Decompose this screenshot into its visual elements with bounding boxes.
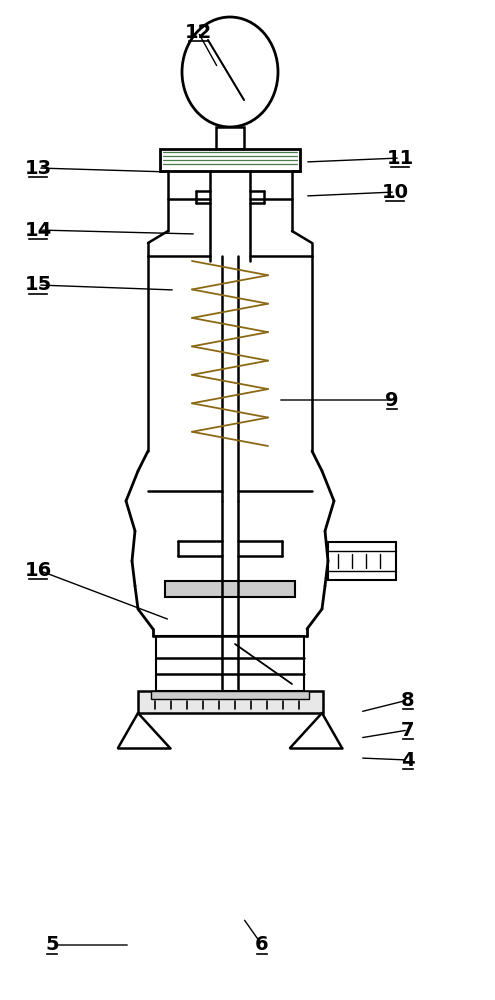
Bar — [216, 127, 244, 149]
Text: 8: 8 — [401, 690, 415, 710]
Bar — [138, 691, 323, 713]
Ellipse shape — [182, 17, 278, 127]
Bar — [160, 149, 300, 171]
Text: 16: 16 — [24, 560, 51, 580]
Text: 11: 11 — [387, 148, 414, 167]
Bar — [328, 542, 396, 580]
Bar — [165, 581, 295, 597]
Text: 15: 15 — [24, 275, 51, 294]
Text: 10: 10 — [382, 182, 408, 202]
Text: 7: 7 — [401, 720, 415, 740]
Text: 4: 4 — [401, 750, 415, 770]
Text: 6: 6 — [255, 936, 269, 954]
Bar — [151, 691, 309, 699]
Text: 14: 14 — [24, 221, 51, 239]
Text: 13: 13 — [24, 158, 51, 178]
Text: 12: 12 — [184, 22, 212, 41]
Text: 5: 5 — [45, 936, 59, 954]
Bar — [156, 636, 304, 691]
Text: 9: 9 — [385, 390, 399, 410]
